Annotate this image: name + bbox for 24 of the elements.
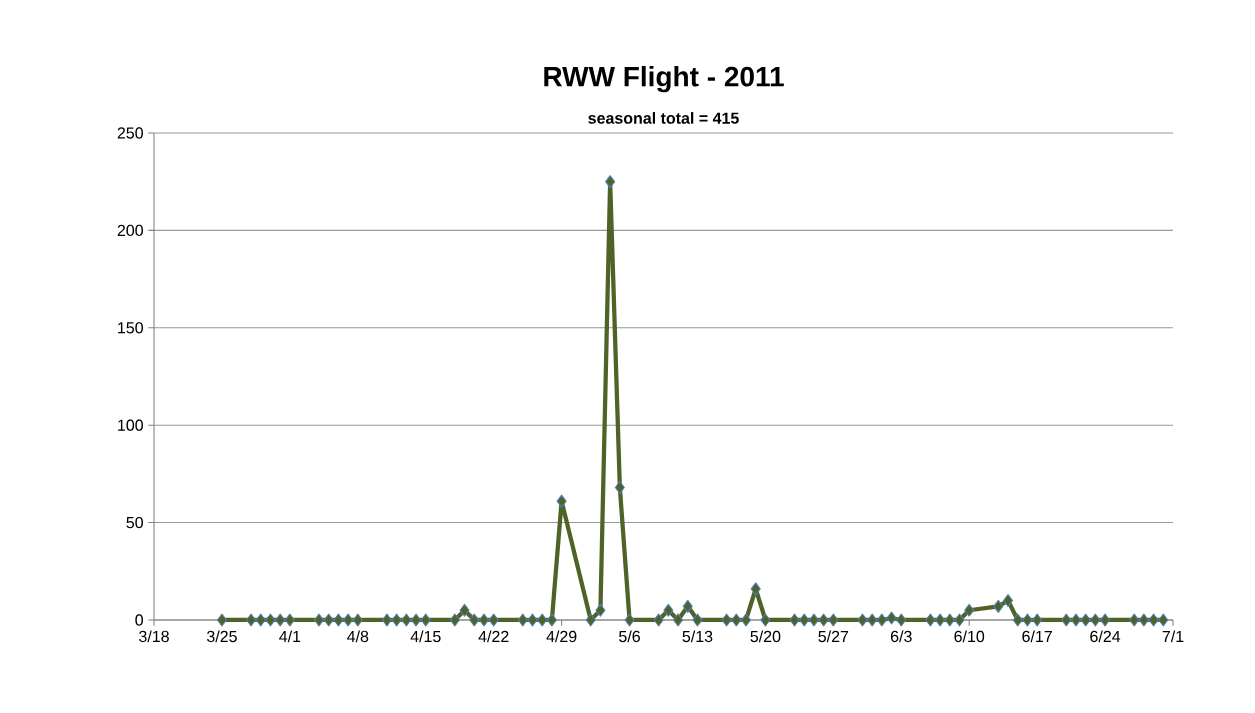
y-tick-label: 50 [126,516,143,529]
x-tick-label: 6/10 [954,630,985,643]
x-tick-label: 3/18 [139,630,169,643]
x-tick-label: 4/15 [410,630,441,643]
x-tick-label: 7/1 [1162,630,1184,643]
x-tick-label: 6/24 [1090,630,1121,643]
chart-title: RWW Flight - 2011 [544,66,784,93]
y-tick-label: 150 [118,322,143,334]
x-tick-label: 5/6 [619,630,640,643]
x-tick-label: 3/25 [206,630,237,643]
x-tick-label: 6/3 [890,630,912,643]
x-tick-label: 5/13 [682,630,713,643]
x-tick-label: 5/20 [750,630,781,643]
y-tick-label: 100 [118,419,143,431]
y-tick-label: 200 [117,224,143,237]
x-tick-label: 4/29 [546,630,577,643]
x-tick-label: 4/8 [347,630,369,643]
chart-subtitle: seasonal total = 415 [588,112,739,124]
x-tick-label: 6/17 [1022,630,1052,643]
x-tick-label: 5/27 [818,630,849,643]
y-tick-label: 250 [117,127,143,139]
y-tick-label: 0 [135,614,143,626]
x-tick-label: 4/22 [478,630,509,643]
x-tick-label: 4/1 [279,630,301,643]
